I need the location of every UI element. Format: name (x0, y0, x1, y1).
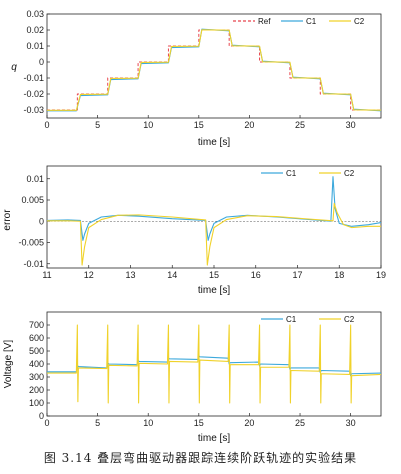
voltage-chart-legend: C1 C2 (261, 315, 355, 324)
voltage-chart-xtick-label: 25 (295, 418, 305, 428)
error-chart-xtick-label: 18 (334, 270, 344, 280)
tracking-chart-lines (47, 28, 382, 112)
tracking-chart-xtick-label: 30 (346, 120, 356, 130)
voltage-chart-ytick-label: 100 (29, 398, 44, 408)
error-chart-ytick-label: 0.005 (21, 195, 44, 205)
error-chart-xtick-label: 19 (376, 270, 386, 280)
error-chart-xtick-label: 12 (84, 270, 94, 280)
tracking-chart-xlabel: time [s] (198, 137, 230, 148)
voltage-chart-xlabel: time [s] (198, 433, 230, 444)
tracking-chart-xtick-label: 10 (143, 120, 153, 130)
tracking-chart-xtick-label: 15 (194, 120, 204, 130)
voltage-chart-ytick-label: 700 (29, 320, 44, 330)
voltage-chart-series-c2 (47, 324, 382, 404)
figure-caption: 图 3.14 叠层弯曲驱动器跟踪连续阶跃轨迹的实验结果 (43, 451, 358, 465)
voltage-chart-ytick-label: 300 (29, 372, 44, 382)
tracking-chart-ytick-label: -0.02 (23, 89, 44, 99)
error-chart-series-c1 (46, 176, 382, 241)
voltage-chart-lines (47, 324, 382, 404)
tracking-chart-ytick-label: 0.03 (26, 9, 44, 19)
error-chart-ytick-label: -0.005 (18, 238, 44, 248)
voltage-chart-ytick-label: 600 (29, 333, 44, 343)
tracking-chart-series-c2 (47, 29, 382, 111)
tracking-chart-ylabel: q (11, 62, 17, 73)
error-chart-xtick-label: 13 (125, 270, 135, 280)
voltage-chart-xtick-label: 20 (244, 418, 254, 428)
tracking-chart: 0 5 10 15 20 25 30 -0.03 -0.02 -0.01 0 0.01 0.02 0.03… (11, 9, 382, 148)
voltage-chart-xtick-label: 30 (346, 418, 356, 428)
error-chart-ylabel: error (2, 209, 13, 231)
voltage-chart-ytick-label: 0 (39, 411, 44, 421)
tracking-chart-xtick-label: 25 (295, 120, 305, 130)
error-chart-legend: C1 C2 (261, 169, 355, 178)
error-chart-xtick-label: 17 (292, 270, 302, 280)
tracking-chart-frame (46, 13, 382, 119)
voltage-chart-xtick-label: 10 (143, 418, 153, 428)
voltage-chart-ylabel: Voltage [V] (3, 340, 14, 389)
error-chart-legend-label-c1: C1 (286, 169, 297, 178)
error-chart: 11 12 13 14 15 16 17 18 19-0.01-0.00500.0050.01 … (2, 165, 386, 296)
error-chart-ytick-label: 0.01 (26, 174, 44, 184)
tracking-chart-xtick-label: 5 (95, 120, 100, 130)
voltage-chart-xtick-label: 5 (95, 418, 100, 428)
error-chart-xtick-label: 16 (251, 270, 261, 280)
tracking-chart-ytick-label: -0.03 (23, 105, 44, 115)
voltage-chart-legend-label-c2: C2 (344, 315, 355, 324)
error-chart-xtick-label: 11 (42, 270, 51, 280)
tracking-chart-ytick-label: -0.01 (23, 73, 44, 83)
tracking-chart-legend: Ref C1 C2 (233, 17, 365, 26)
voltage-chart-legend-label-c1: C1 (286, 315, 297, 324)
tracking-chart-ytick-label: 0.01 (26, 41, 44, 51)
tracking-chart-xtick-label: 20 (244, 120, 254, 130)
tracking-chart-xtick-label: 0 (44, 120, 49, 130)
error-chart-series-c2 (47, 202, 381, 266)
tracking-chart-legend-label-ref: Ref (258, 17, 271, 26)
tracking-chart-ytick-label: 0.02 (26, 25, 44, 35)
tracking-chart-legend-label-c2: C2 (354, 17, 365, 26)
voltage-chart-xtick-label: 15 (194, 418, 204, 428)
voltage-chart-ytick-label: 400 (29, 359, 44, 369)
voltage-chart-xtick-label: 0 (44, 418, 49, 428)
tracking-chart-ticks: 0 5 10 15 20 25 30 -0.03 -0.02 -0.01 0 0.01 0.02 0.03 (23, 9, 355, 130)
error-chart-ticks: 11 12 13 14 15 16 17 18 19 -0.01 -0.005 0 0.005 0.01 (18, 174, 386, 280)
error-chart-xtick-label: 14 (167, 270, 177, 280)
error-chart-lines (46, 176, 382, 266)
error-chart-legend-label-c2: C2 (344, 169, 355, 178)
error-chart-xtick-label: 15 (209, 270, 219, 280)
error-chart-xlabel: time [s] (198, 285, 230, 296)
voltage-chart-ytick-label: 200 (29, 385, 44, 395)
voltage-chart-ytick-label: 500 (29, 346, 44, 356)
voltage-chart-frame (46, 311, 382, 417)
tracking-chart-legend-label-c1: C1 (306, 17, 317, 26)
error-chart-ytick-label: -0.01 (23, 259, 44, 269)
tracking-chart-ytick-label: 0 (39, 57, 44, 67)
error-chart-ytick-label: 0 (39, 216, 44, 226)
